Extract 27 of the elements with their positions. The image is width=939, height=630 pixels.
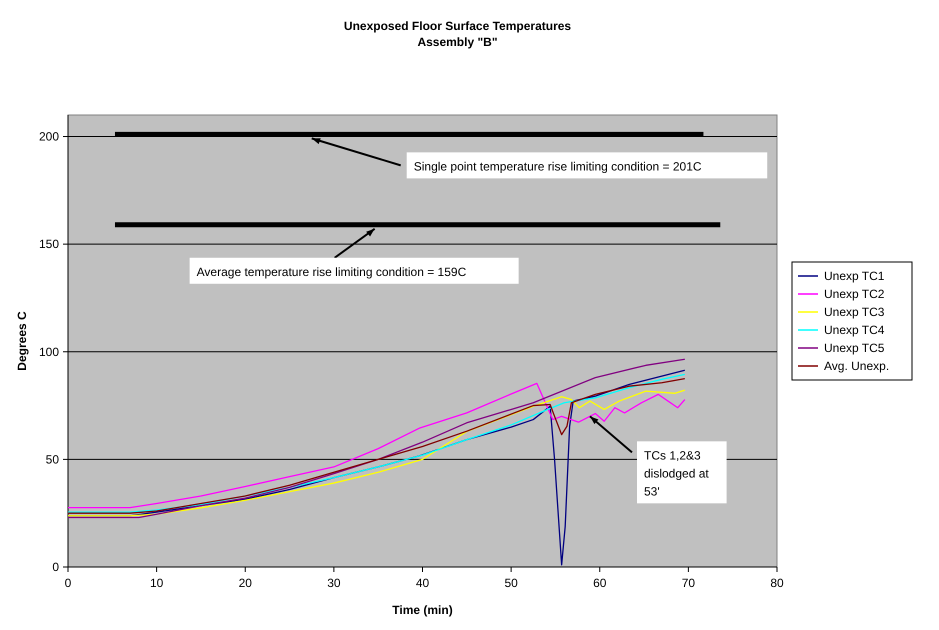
y-tick-label: 50 xyxy=(46,452,60,466)
y-tick-label: 0 xyxy=(52,560,60,574)
x-axis-title: Time (min) xyxy=(392,603,453,617)
annotation: Single point temperature rise limiting condition = 201C xyxy=(414,159,702,174)
x-tick-label: 80 xyxy=(770,576,784,590)
x-tick-label: 20 xyxy=(238,576,252,590)
x-tick-label: 10 xyxy=(150,576,164,590)
legend-label: Unexp TC1 xyxy=(824,269,885,283)
x-tick-label: 0 xyxy=(64,576,72,590)
legend-label: Unexp TC5 xyxy=(824,341,885,355)
y-tick-label: 200 xyxy=(38,130,60,144)
x-tick-label: 50 xyxy=(504,576,518,590)
legend-label: Unexp TC3 xyxy=(824,305,885,319)
x-tick-label: 40 xyxy=(416,576,430,590)
legend-label: Unexp TC4 xyxy=(824,323,885,337)
x-tick-label: 30 xyxy=(327,576,341,590)
x-tick-label: 70 xyxy=(682,576,696,590)
annotation: TCs 1,2&3 dislodged at 53' xyxy=(644,448,710,498)
annotation: Average temperature rise limiting condition = 159C xyxy=(196,264,467,279)
chart-subtitle: Assembly "B" xyxy=(417,35,498,49)
x-tick-label: 60 xyxy=(593,576,607,590)
legend-label: Unexp TC2 xyxy=(824,287,885,301)
legend-label: Avg. Unexp. xyxy=(824,359,890,373)
y-tick-label: 150 xyxy=(38,237,60,252)
y-axis-title: Degrees C xyxy=(15,310,29,371)
chart-title: Unexposed Floor Surface Temperatures xyxy=(344,19,572,33)
y-tick-label: 100 xyxy=(38,344,60,359)
